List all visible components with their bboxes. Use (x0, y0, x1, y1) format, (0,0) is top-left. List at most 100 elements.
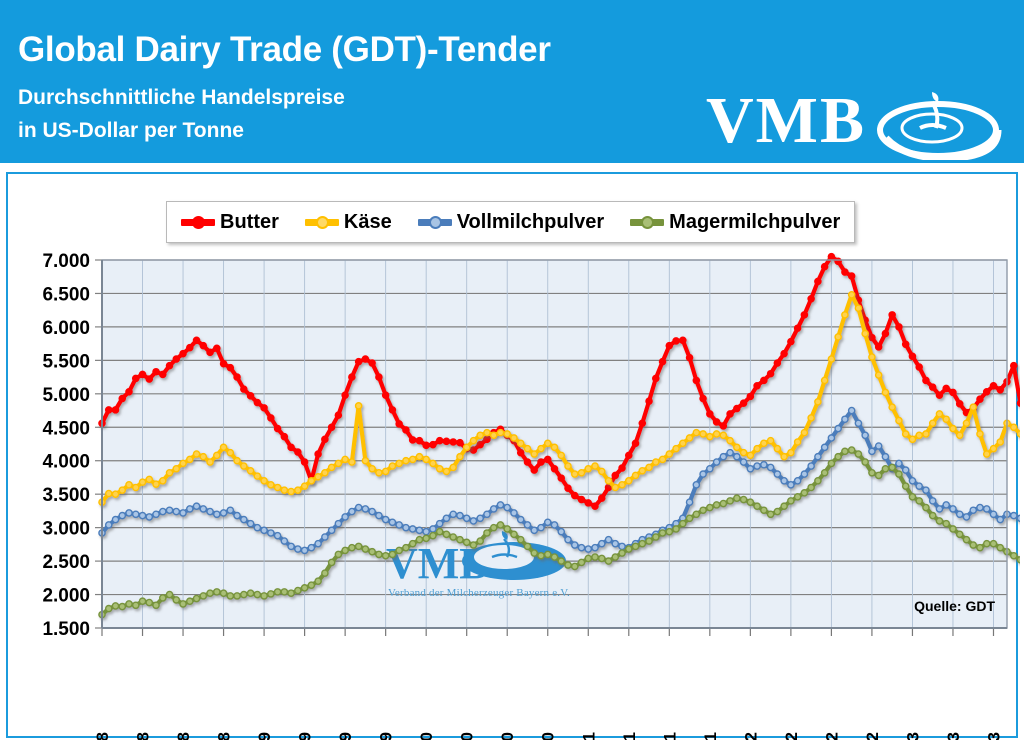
series-marker (557, 451, 566, 460)
series-marker (652, 533, 660, 541)
series-marker (841, 447, 849, 456)
series-marker (537, 458, 545, 466)
series-marker (976, 503, 984, 512)
series-marker (354, 402, 363, 410)
series-marker (780, 476, 788, 485)
series-marker (793, 438, 802, 446)
legend-item-kaese[interactable]: Käse (304, 210, 392, 234)
legend-label-kaese: Käse (343, 210, 392, 233)
legend-item-magermilchpulver[interactable]: Magermilchpulver (630, 211, 840, 234)
series-marker (901, 482, 910, 490)
series-marker (185, 343, 194, 352)
series-marker (381, 515, 390, 524)
series-marker (570, 562, 579, 571)
page-subtitle-line2: in US-Dollar per Tonne (18, 119, 244, 142)
series-marker (179, 349, 187, 358)
page-subtitle-line1: Durchschnittliche Handelspreise (18, 86, 345, 109)
series-marker (429, 525, 437, 533)
y-axis-tick-label: 6.500 (42, 284, 90, 305)
series-marker (854, 419, 863, 428)
series-marker (692, 428, 701, 437)
series-marker (800, 311, 809, 319)
series-marker (712, 501, 721, 509)
series-marker (314, 577, 322, 585)
series-marker (624, 476, 633, 485)
series-marker (118, 511, 127, 520)
series-marker (348, 507, 356, 516)
series-marker (564, 561, 572, 569)
series-vollmilchpulver (98, 406, 1020, 555)
series-marker (955, 530, 964, 539)
series-marker (746, 464, 755, 473)
series-marker (1009, 511, 1018, 520)
series-marker (476, 440, 485, 449)
series-marker (348, 373, 356, 381)
series-marker (341, 391, 349, 399)
series-marker (969, 506, 978, 515)
series-marker (300, 482, 309, 490)
series-marker (138, 597, 147, 606)
x-axis-tick-label: 01.07.21 (660, 732, 679, 740)
series-marker (550, 443, 559, 452)
series-marker (787, 481, 795, 489)
x-axis-tick-label: 01.07.19 (336, 732, 355, 740)
series-marker (321, 569, 329, 577)
series-marker (834, 424, 842, 433)
series-marker (807, 462, 815, 470)
series-marker (537, 444, 545, 453)
x-axis-tick-label: 01.07.18 (174, 732, 193, 740)
page-title: Global Dairy Trade (GDT)-Tender (18, 30, 551, 69)
series-marker (267, 414, 275, 422)
series-marker (915, 431, 924, 440)
series-marker (955, 431, 964, 440)
series-marker (267, 590, 275, 598)
series-marker (104, 489, 113, 498)
series-marker (672, 337, 680, 345)
series-marker (408, 525, 417, 533)
series-marker (577, 543, 586, 552)
series-marker (240, 462, 248, 470)
series-marker (442, 467, 451, 476)
series-marker (989, 444, 998, 453)
series-marker (375, 373, 383, 381)
series-marker (165, 468, 174, 477)
series-marker (834, 257, 842, 266)
series-marker (773, 444, 782, 453)
series-marker (597, 554, 606, 563)
series-marker (361, 505, 370, 513)
series-marker (922, 430, 930, 438)
series-magermilchpulver (98, 446, 1020, 619)
series-marker (246, 392, 255, 400)
series-marker (719, 431, 728, 440)
series-marker (597, 494, 606, 502)
series-marker (510, 530, 518, 539)
series-marker (489, 431, 498, 440)
series-marker (895, 459, 903, 468)
legend-label-magermilchpulver: Magermilchpulver (669, 210, 841, 233)
series-marker (300, 458, 309, 466)
series-marker (273, 531, 282, 540)
series-marker (901, 466, 910, 474)
series-marker (483, 428, 491, 437)
series-marker (240, 590, 248, 599)
series-marker (341, 546, 349, 555)
series-marker (557, 557, 566, 565)
series-marker (516, 448, 525, 457)
series-marker (597, 539, 606, 548)
series-marker (388, 550, 397, 559)
series-marker (706, 432, 714, 441)
series-marker (111, 515, 120, 524)
series-marker (827, 252, 836, 261)
series-marker (706, 503, 714, 512)
legend-item-vollmilchpulver[interactable]: Vollmilchpulver (417, 211, 604, 234)
series-marker (226, 506, 235, 515)
series-marker (679, 519, 687, 528)
series-marker (125, 509, 133, 517)
series-marker (631, 471, 640, 480)
series-marker (847, 406, 856, 415)
series-marker (483, 529, 491, 537)
series-marker (435, 519, 444, 528)
series-marker (422, 441, 430, 450)
series-marker (699, 470, 707, 478)
legend-item-butter[interactable]: Butter (181, 211, 279, 234)
